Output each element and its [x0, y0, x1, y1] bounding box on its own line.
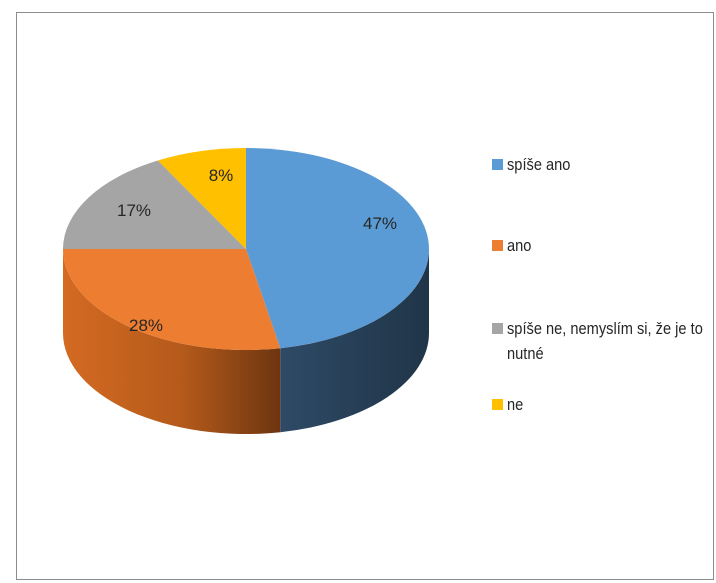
pie-data-label-spise-ne: 17% — [117, 201, 151, 220]
pie-sides — [63, 249, 429, 434]
legend-swatch — [492, 240, 503, 251]
pie-slice-spise-ne — [62, 160, 246, 249]
legend-item-ano: ano — [492, 233, 716, 258]
pie-data-label-spise-ano: 47% — [363, 214, 397, 233]
legend-label: ano — [507, 236, 532, 255]
legend-item-spise-ano: spíše ano — [492, 152, 716, 177]
legend-label: ne — [507, 395, 524, 414]
legend-swatch — [492, 159, 503, 170]
pie-side-spise-ano — [280, 249, 429, 433]
legend-item-spise-ne: spíše ne, nemyslím si, že je to nutné — [492, 316, 716, 366]
legend-swatch — [492, 323, 503, 334]
pie-slice-ano — [63, 249, 281, 350]
pie-slice-ne — [157, 148, 246, 249]
pie-data-label-ne: 8% — [209, 166, 234, 185]
legend-label: spíše ne, nemyslím si, že je to nutné — [507, 319, 703, 363]
legend-label: spíše ano — [507, 155, 571, 174]
pie-data-label-ano: 28% — [129, 316, 163, 335]
pie-slice-spise-ano — [246, 148, 429, 349]
pie-labels: 47% 28% 17% 8% — [117, 166, 397, 335]
legend-swatch — [492, 399, 503, 410]
legend-item-ne: ne — [492, 392, 716, 417]
pie-side-ano — [63, 249, 281, 434]
pie-tops — [62, 148, 429, 350]
